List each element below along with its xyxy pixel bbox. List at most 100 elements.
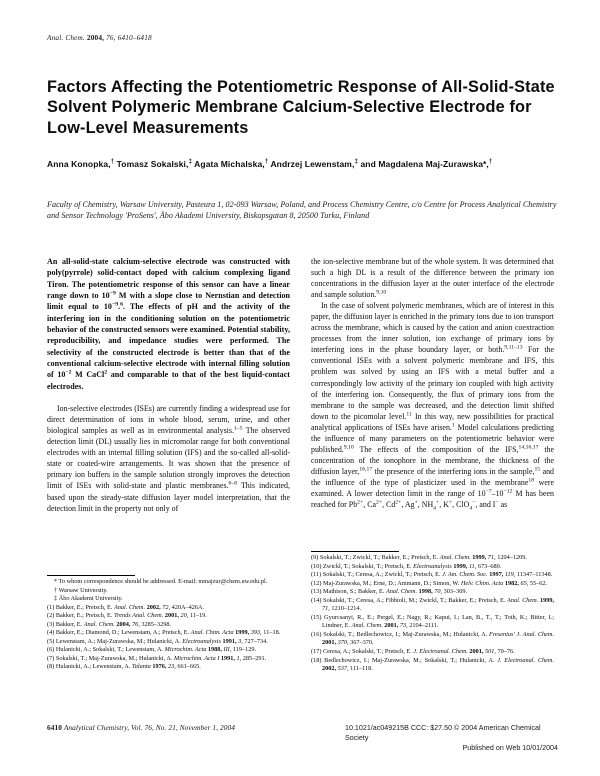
reference-journal: Anal. Chem. <box>385 588 419 596</box>
footer-page-number: 6410 <box>47 723 63 732</box>
footnote-double-dagger: ‡ Åbo Akademi University. <box>54 595 123 603</box>
footer-copyright: 10.1021/ac049215B CCC: $27.50 © 2004 Ame… <box>345 723 558 754</box>
reference-item: (8) Hulanicki, A.; Lewenstam, A. Talanta… <box>47 663 290 672</box>
reference-year: 1976, <box>152 663 168 671</box>
reference-number: (13) <box>311 588 323 596</box>
reference-authors: Sokalski, T.; Ceresa, A.; Fibbioli, M.; … <box>323 596 508 604</box>
reference-authors: Sokalski, T.; Maj-Zurawska, M.; Hulanick… <box>55 654 175 662</box>
reference-volume: 71, <box>322 605 332 613</box>
abstract-body: An all-solid-state calcium-selective ele… <box>47 257 291 391</box>
reference-volume: 370, <box>337 639 351 647</box>
reference-volume: 71, <box>487 554 498 561</box>
reference-authors: Bakker, E.; Pretsch, E. <box>55 612 114 620</box>
journal-volume: 76, <box>106 33 116 42</box>
author-names: Anna Konopka,† Tomasz Sokalski,‡ Agata M… <box>47 158 493 169</box>
column-left: An all-solid-state calcium-selective ele… <box>47 256 290 514</box>
reference-number: (12) <box>311 579 323 587</box>
reference-number: (11) <box>311 571 323 579</box>
reference-journal: Fresenius' J. Anal. Chem. <box>489 630 554 638</box>
reference-item: (11) Sokalski, T.; Ceresa, A.; Zwickl, T… <box>311 571 554 580</box>
reference-number: (6) <box>47 646 56 654</box>
reference-item: (6) Hulanicki, A.; Sokalski, T.; Lewenst… <box>47 646 290 655</box>
reference-pages: 119–129. <box>232 646 257 654</box>
reference-item: (5) Lewenstam, A.; Maj-Zurawska, M.; Hul… <box>47 638 290 647</box>
footnotes-left: * To whom correspondence should be addre… <box>47 578 290 672</box>
reference-number: (4) <box>47 629 56 637</box>
reference-year: 1999, <box>539 596 555 604</box>
intro-paragraph-right-1: the ion-selective membrane but of the wh… <box>311 257 554 300</box>
reference-pages: 420A–426A. <box>171 603 205 611</box>
abstract-text: An all-solid-state calcium-selective ele… <box>47 256 290 392</box>
reference-journal: J. Am. Chem. Soc. <box>442 571 490 579</box>
reference-pages: 1210–1214. <box>331 605 362 613</box>
reference-volume: 76, <box>132 620 142 628</box>
reference-journal: Talanta <box>131 663 153 671</box>
reference-authors: Maj-Zurawska, M.; Erne, D.; Ammann, D.; … <box>322 579 461 587</box>
reference-year: 1991, <box>222 637 239 645</box>
reference-number: (7) <box>47 654 56 662</box>
reference-pages: 285–291. <box>242 654 267 662</box>
reference-year: 2001, <box>322 639 338 647</box>
reference-item: (7) Sokalski, T.; Maj-Zurawska, M.; Hula… <box>47 655 290 664</box>
reference-number: (14) <box>311 596 324 604</box>
reference-volume: 11, <box>468 562 478 570</box>
reference-year: 2002, <box>146 603 163 611</box>
affiliation-text: Faculty of Chemistry, Warsaw University,… <box>47 200 557 221</box>
reference-year: 1982, <box>504 579 521 587</box>
reference-authors: Bakker, E. <box>55 620 84 628</box>
reference-authors: Sokalski, T.; Bedlechowicz, I.; Maj-Zura… <box>323 630 490 638</box>
footer-citation: 6410 Analytical Chemistry, Vol. 76, No. … <box>47 723 235 732</box>
reference-volume: III, <box>223 646 233 654</box>
reference-item: (9) Sokalski, T.; Zwickl, T.; Bakker, E.… <box>311 554 554 563</box>
reference-pages: 661–665. <box>177 663 201 671</box>
reference-item: (16) Sokalski, T.; Bedlechowicz, I.; Maj… <box>311 631 554 648</box>
reference-journal: Anal. Chem. <box>507 596 540 604</box>
reference-item: (2) Bakker, E.; Pretsch, E. Trends Anal.… <box>47 612 290 621</box>
footnote-dagger: † Warsaw University. <box>54 586 108 594</box>
reference-pages: 673–680. <box>477 562 502 570</box>
reference-volume: 65, <box>520 579 530 587</box>
intro-paragraph-left: Ion-selective electrodes (ISEs) are curr… <box>47 404 290 513</box>
reference-authors: Gyurcsanyi, R., E.; Pergel, E.; Nagy, R.… <box>322 613 554 630</box>
reference-journal: Electroanalysis <box>182 637 223 645</box>
footnotes-right: (9) Sokalski, T.; Zwickl, T.; Bakker, E.… <box>311 554 554 674</box>
reference-list-left: (1) Bakker, E.; Pretsch, E. Anal. Chem. … <box>47 604 290 672</box>
reference-item: (18) Bedlechowicz, I.; Maj-Zurawska, M.;… <box>311 657 554 674</box>
reference-volume: 73, <box>399 622 410 630</box>
reference-pages: 2104–2111. <box>409 622 439 630</box>
reference-pages: 11347–11348. <box>516 571 553 579</box>
author-list: Anna Konopka,† Tomasz Sokalski,‡ Agata M… <box>47 158 557 171</box>
reference-year: 1998, <box>418 588 435 596</box>
reference-volume: 1, <box>236 654 243 662</box>
reference-journal: Anal. Chim. Acta <box>190 629 236 637</box>
reference-list-right: (9) Sokalski, T.; Zwickl, T.; Bakker, E.… <box>311 554 554 674</box>
reference-volume: 72, <box>162 603 172 611</box>
reference-number: (5) <box>47 637 56 645</box>
reference-year: 1999, <box>472 554 488 561</box>
reference-journal: J. Electroanal. Chem. <box>413 648 470 656</box>
reference-item: (15) Gyurcsanyi, R., E.; Pergel, E.; Nag… <box>311 614 554 631</box>
reference-year: 1988, <box>207 646 224 654</box>
reference-year: 1999, <box>235 629 251 637</box>
reference-item: (13) Mathison, S.; Bakker, E. Anal. Chem… <box>311 588 554 597</box>
reference-pages: 367–370. <box>350 639 374 647</box>
reference-volume: 20, <box>180 612 190 620</box>
reference-journal: Microchim. Acta I <box>174 654 221 662</box>
reference-year: 2001, <box>164 612 181 620</box>
reference-item: (12) Maj-Zurawska, M.; Erne, D.; Ammann,… <box>311 580 554 589</box>
reference-authors: Sokalski, T.; Ceresa, A.; Zwickl, T.; Pr… <box>322 571 443 579</box>
reference-pages: 111–118. <box>350 665 373 673</box>
reference-journal: Anal. Chem. <box>83 620 117 628</box>
reference-year: 2004, <box>116 620 132 628</box>
journal-pages: 6410–6418 <box>117 33 152 42</box>
reference-item: (14) Sokalski, T.; Ceresa, A.; Fibbioli,… <box>311 597 554 614</box>
reference-item: (17) Ceresa, A.; Sokalski, T.; Pretsch, … <box>311 648 554 657</box>
reference-authors: Sokalski, T.; Zwickl, T.; Bakker, E.; Pr… <box>319 554 440 561</box>
reference-journal: Electroanalysis <box>413 562 454 570</box>
footnote-divider-right <box>311 551 399 552</box>
reference-journal: Trends Anal. Chem. <box>113 612 165 620</box>
reference-pages: 727–734. <box>244 637 268 645</box>
reference-volume: 393, <box>250 629 264 637</box>
reference-number: (17) <box>311 648 323 656</box>
